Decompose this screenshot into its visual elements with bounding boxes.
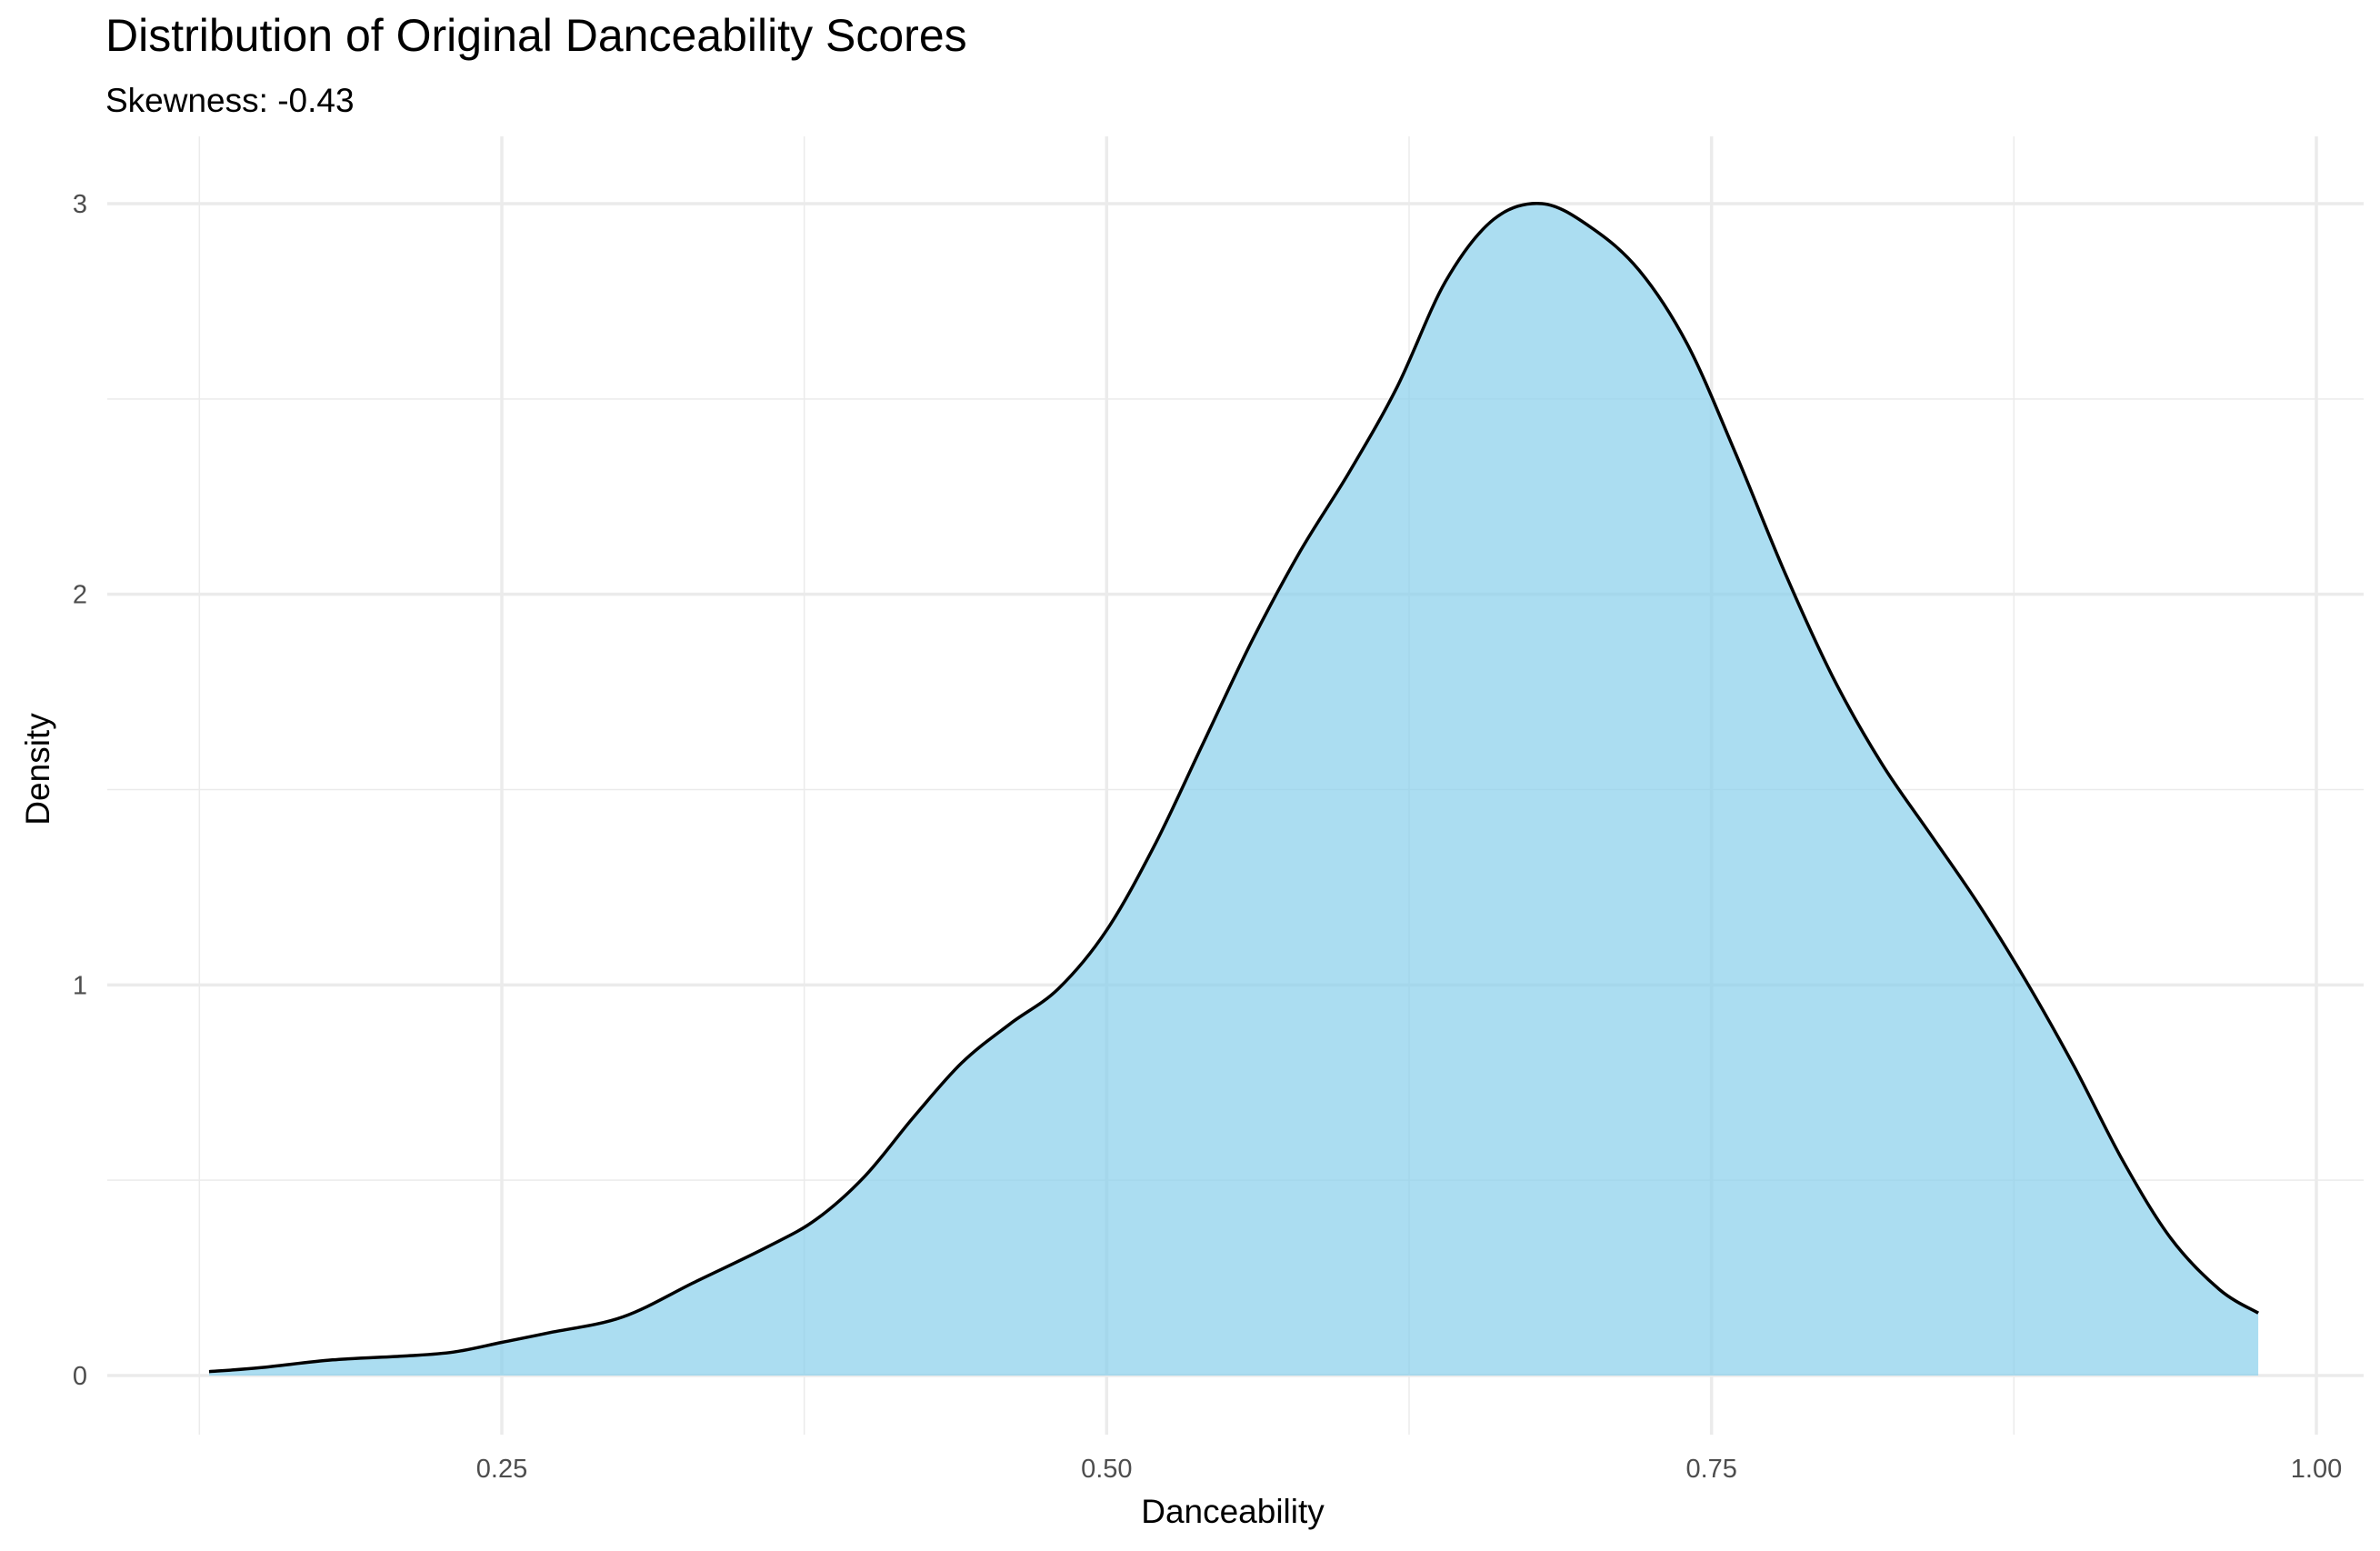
density-line <box>208 202 2260 1374</box>
x-axis-ticks: 0.25 0.50 0.75 1.00 <box>476 1455 2342 1484</box>
density-area <box>209 203 2259 1376</box>
y-tick-label: 1 <box>73 971 87 1000</box>
y-tick-label: 0 <box>73 1362 87 1391</box>
chart-subtitle: Skewness: -0.43 <box>105 82 355 119</box>
y-tick-label: 3 <box>73 190 87 219</box>
y-axis-title: Density <box>19 713 56 826</box>
x-tick-label: 0.50 <box>1081 1455 1132 1484</box>
x-tick-label: 0.75 <box>1685 1455 1736 1484</box>
chart-title: Distribution of Original Danceability Sc… <box>105 10 967 61</box>
density-layer <box>208 202 2260 1376</box>
x-tick-label: 1.00 <box>2291 1455 2342 1484</box>
x-tick-label: 0.25 <box>476 1455 527 1484</box>
y-tick-label: 2 <box>73 581 87 610</box>
y-axis-ticks: 0 1 2 3 <box>73 190 87 1391</box>
x-axis-title: Danceability <box>1141 1493 1325 1530</box>
